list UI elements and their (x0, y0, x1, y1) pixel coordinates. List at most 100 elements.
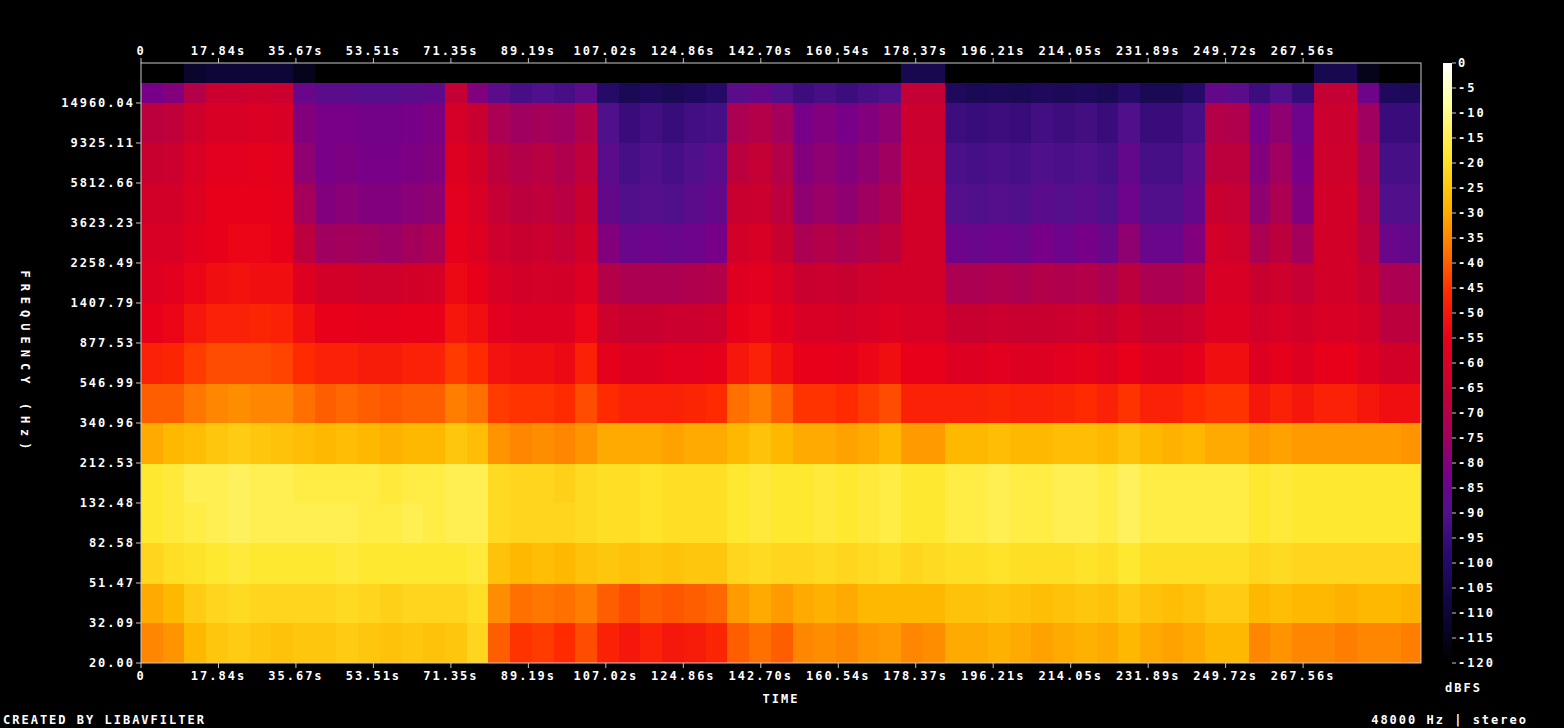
cell (554, 303, 576, 343)
cell (141, 263, 163, 304)
cell (727, 343, 749, 384)
cell (1205, 303, 1227, 343)
cell (901, 463, 923, 503)
y-tick (136, 303, 141, 304)
cell (988, 103, 1010, 144)
cell (293, 143, 315, 184)
x-tick (218, 58, 219, 63)
cell (380, 583, 402, 623)
cell (1335, 183, 1357, 224)
colorbar-tick (1452, 88, 1456, 89)
cell (1031, 223, 1053, 263)
y-tick-label: 132.48 (80, 496, 135, 510)
cell (293, 63, 315, 83)
cell (1249, 103, 1271, 144)
cell (575, 503, 597, 543)
cell (1249, 83, 1271, 104)
cell (488, 383, 510, 423)
cell (1118, 623, 1140, 663)
cell (532, 583, 554, 623)
cell (901, 303, 923, 343)
cell (271, 183, 293, 224)
cell (358, 383, 380, 423)
cell (467, 583, 489, 623)
cell (836, 103, 858, 144)
cell (771, 463, 793, 503)
cell (945, 83, 967, 104)
cell (488, 543, 510, 584)
cell (402, 183, 424, 224)
cell (445, 223, 467, 263)
cell (228, 583, 250, 623)
cell (1401, 183, 1421, 224)
cell (358, 303, 380, 343)
cell (771, 63, 793, 83)
cell (467, 143, 489, 184)
cell (1118, 103, 1140, 144)
cell (1183, 583, 1205, 623)
cell (1031, 463, 1053, 503)
cell (901, 423, 923, 464)
info: 48000 Hz | stereo (1371, 713, 1528, 727)
cell (250, 623, 272, 663)
cell (901, 543, 923, 584)
cell (1097, 223, 1119, 263)
cell (336, 303, 358, 343)
cell (402, 583, 424, 623)
cell (1162, 103, 1184, 144)
cell (1031, 103, 1053, 144)
cell (554, 83, 576, 104)
cell (1075, 623, 1097, 663)
cell (1075, 303, 1097, 343)
cell (141, 183, 163, 224)
x-tick-label: 231.89s (1116, 669, 1181, 683)
cell (1140, 223, 1162, 263)
plot-frame (141, 63, 1421, 663)
cell (554, 183, 576, 224)
cell (1162, 63, 1184, 83)
cell (749, 463, 771, 503)
cell (814, 263, 836, 304)
cell (1401, 263, 1421, 304)
cell (402, 223, 424, 263)
cell (879, 183, 901, 224)
cell (271, 343, 293, 384)
cell (879, 103, 901, 144)
cell (879, 383, 901, 423)
colorbar-tick-label: 0 (1458, 56, 1467, 70)
cell (771, 143, 793, 184)
cell (727, 423, 749, 464)
cell (1097, 263, 1119, 304)
x-tick (450, 58, 451, 63)
cell (575, 303, 597, 343)
y-tick-label: 32.09 (89, 616, 135, 630)
cell (1335, 343, 1357, 384)
cell (380, 223, 402, 263)
cell (1335, 503, 1357, 543)
cell (1401, 63, 1421, 83)
cell (315, 143, 337, 184)
cell (488, 583, 510, 623)
cell (640, 103, 662, 144)
cell (727, 63, 749, 83)
cell (206, 423, 228, 464)
cell (1270, 103, 1292, 144)
cell (228, 423, 250, 464)
cell (1075, 343, 1097, 384)
cell (619, 103, 641, 144)
cell (1140, 463, 1162, 503)
cell (488, 423, 510, 464)
cell (619, 343, 641, 384)
cell (206, 623, 228, 663)
cell (1227, 503, 1249, 543)
cell (619, 83, 641, 104)
cell (445, 423, 467, 464)
cell (380, 143, 402, 184)
cell (1292, 503, 1314, 543)
cell (793, 583, 815, 623)
cell (554, 623, 576, 663)
cell (1401, 503, 1421, 543)
cell (619, 623, 641, 663)
y-tick (136, 342, 141, 343)
x-tick-label: 17.84s (191, 44, 246, 58)
